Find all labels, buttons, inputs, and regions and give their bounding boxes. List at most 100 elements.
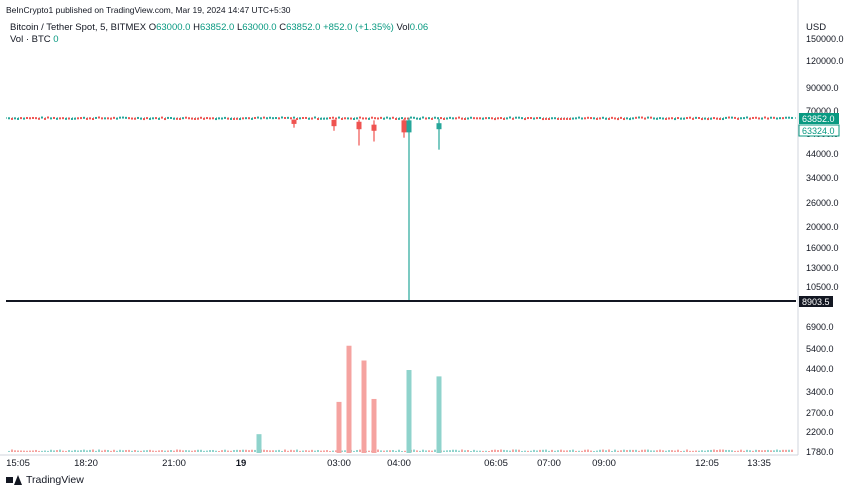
- volume-bar-small: [359, 449, 361, 452]
- volume-bar-small: [419, 450, 421, 452]
- level-label: 8903.5: [802, 297, 830, 307]
- volume-bar-small: [716, 450, 718, 452]
- candle: [131, 117, 133, 120]
- volume-bar-small: [89, 449, 91, 452]
- volume-bar-small: [227, 450, 229, 452]
- candle: [77, 117, 79, 120]
- volume-bar-small: [380, 450, 382, 452]
- volume-bar-small: [557, 450, 559, 452]
- volume-bar-small: [167, 450, 169, 452]
- volume-bar-small: [296, 449, 298, 452]
- volume-bar-small: [644, 449, 646, 452]
- candle: [779, 117, 781, 120]
- volume-bar-small: [134, 449, 136, 452]
- volume-bar-small: [383, 450, 385, 452]
- symbol-title[interactable]: Bitcoin / Tether Spot, 5, BITMEX: [10, 22, 147, 33]
- price-tick-label: 34000.0: [806, 173, 839, 183]
- volume-bar-small: [524, 450, 526, 452]
- volume-bar-small: [497, 449, 499, 452]
- volume-bar-small: [572, 449, 574, 452]
- volume-bar-small: [743, 450, 745, 452]
- candle: [596, 117, 598, 120]
- candle: [206, 117, 208, 120]
- volume-bar: [406, 370, 412, 453]
- candle: [395, 117, 397, 120]
- candle: [638, 116, 640, 119]
- volume-bar-small: [125, 449, 127, 452]
- volume-bar-small: [542, 449, 544, 452]
- candle: [491, 117, 493, 120]
- volume-bar-small: [701, 450, 703, 452]
- volume-bar-small: [284, 449, 286, 452]
- time-axis[interactable]: 15:05 18:20 21:00 19 03:00 04:00 06:05 07:00 09:…: [6, 458, 771, 469]
- volume-series-label[interactable]: Vol · BTC: [10, 34, 51, 45]
- volume-bar-small: [143, 450, 145, 452]
- candle: [122, 116, 124, 119]
- candle: [161, 116, 163, 119]
- volume-bar-small: [722, 449, 724, 452]
- volume-bar-small: [14, 450, 16, 452]
- candle: [707, 118, 709, 121]
- volume-bar-small: [53, 450, 55, 452]
- volume-bar-small: [209, 450, 211, 452]
- candle: [689, 116, 691, 119]
- candle: [605, 117, 607, 120]
- price-tick-label: 20000.0: [806, 222, 839, 232]
- volume-bar-small: [56, 450, 58, 452]
- candle: [65, 117, 67, 120]
- candle: [401, 117, 403, 120]
- volume-bar-small: [203, 450, 205, 452]
- candle: [743, 117, 745, 120]
- volume-bar-small: [710, 449, 712, 452]
- volume-bar-small: [731, 450, 733, 452]
- candle: [8, 117, 10, 120]
- candle: [149, 117, 151, 120]
- volume-bar-small: [755, 449, 757, 452]
- candle: [746, 116, 748, 119]
- candle: [98, 116, 100, 119]
- candle: [506, 117, 508, 120]
- volume-bar-small: [788, 449, 790, 452]
- candle: [521, 117, 523, 120]
- volume-bar: [361, 360, 367, 453]
- volume-bar-small: [230, 450, 232, 452]
- candle: [398, 117, 400, 120]
- volume-bar-small: [530, 450, 532, 452]
- volume-bar-small: [152, 450, 154, 452]
- volume-bar-small: [725, 449, 727, 452]
- volume-layer: [8, 345, 793, 453]
- volume-bar-small: [425, 450, 427, 452]
- volume-bar-small: [278, 449, 280, 452]
- volume-bar-small: [65, 450, 67, 452]
- candle: [494, 118, 496, 121]
- volume-bar-small: [251, 449, 253, 452]
- volume-bar-small: [413, 449, 415, 452]
- volume-bar-small: [431, 450, 433, 452]
- candle: [554, 117, 556, 120]
- volume-bar-small: [626, 450, 628, 452]
- volume-bar: [371, 398, 377, 453]
- mark-price-badge: [798, 124, 840, 137]
- candle: [443, 117, 445, 120]
- candle: [140, 117, 142, 120]
- volume-bar-small: [86, 450, 88, 452]
- candle: [302, 116, 304, 119]
- candle: [188, 117, 190, 120]
- candle: [611, 116, 613, 119]
- candle: [695, 116, 697, 119]
- candle: [230, 117, 232, 120]
- candle: [335, 117, 337, 120]
- volume-bar-small: [404, 450, 406, 452]
- time-tick-label: 04:00: [387, 458, 411, 469]
- candle: [197, 117, 199, 120]
- volume-bar-small: [191, 450, 193, 452]
- candle: [437, 117, 439, 120]
- candle: [155, 117, 157, 120]
- price-axis[interactable]: 150000.0120000.090000.070000.054000.0440…: [806, 34, 844, 457]
- candle: [239, 118, 241, 121]
- candle: [410, 116, 412, 119]
- volume-bar-small: [263, 449, 265, 452]
- candle: [788, 116, 790, 119]
- tradingview-logo-icon: [6, 475, 22, 485]
- candle: [416, 117, 418, 120]
